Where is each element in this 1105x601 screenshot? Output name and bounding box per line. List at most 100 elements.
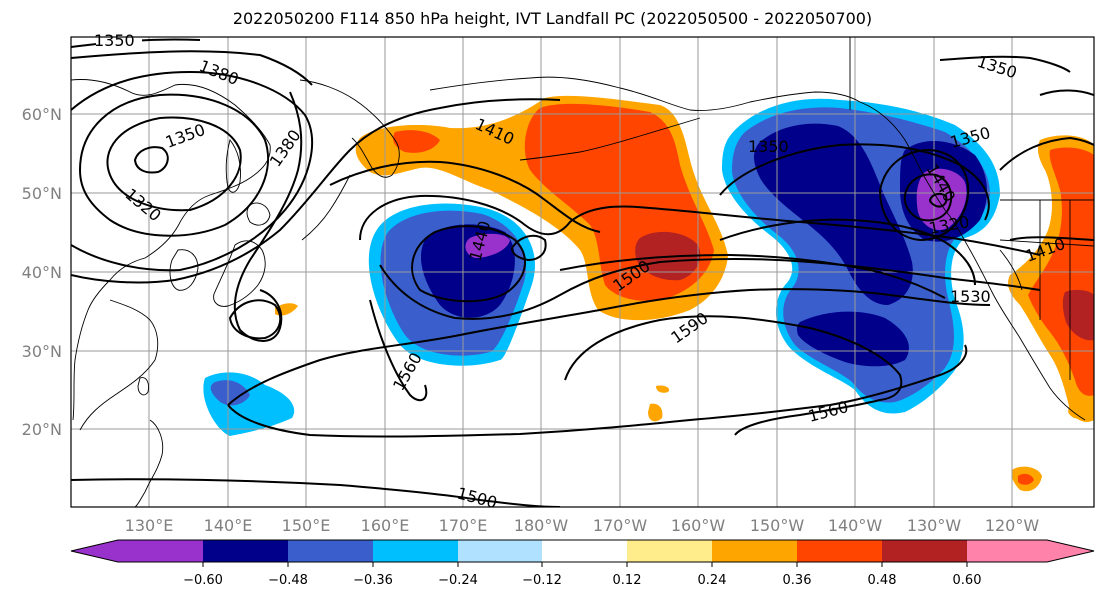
height-contour [559,253,946,299]
colorbar-tick-label: 0.12 [613,573,642,588]
lon-label: 170°E [439,516,488,535]
height-contour [379,258,1041,320]
colorbar-segment [967,540,1047,562]
height-contour [71,70,313,272]
positive-anomaly-coast [1018,473,1034,485]
height-contour [78,93,270,237]
positive-anomaly-coast [1068,398,1090,419]
lon-label: 130°W [907,516,962,535]
korea-coast [169,249,199,291]
lat-label: 50°N [22,184,62,203]
colorbar-segment [1047,540,1094,562]
lat-label: 60°N [22,105,62,124]
china-coast [79,299,159,431]
lon-label: 130°E [125,516,174,535]
kamchatka-coast [299,79,400,178]
colorbar-segment [797,540,882,562]
coastlines [71,37,1094,507]
colorbar-segment [203,540,288,562]
asia-coast [71,79,271,421]
height-contour [228,299,282,340]
colorbar-tick-label: 0.24 [698,573,727,588]
height-contour [369,299,428,402]
height-contour [1009,236,1094,241]
bc-coast [944,209,1086,421]
colorbar-tick-label: 0.48 [868,573,897,588]
positive-anomaly-coast [1062,289,1094,341]
height-contours [71,38,1094,507]
lon-label: 180°W [514,516,569,535]
height-contour [227,288,991,406]
longitude-labels: 130°E 140°E 150°E 160°E 170°E 180°W 170°… [125,516,1040,535]
negative-anomaly-west [465,233,510,258]
lon-label: 120°W [985,516,1040,535]
colorbar-tick-label: 0.60 [953,573,982,588]
state-lines [999,200,1094,380]
japan-coast [213,240,266,307]
lon-label: 160°E [361,516,410,535]
lon-label: 150°W [750,516,805,535]
height-contour [564,315,903,436]
colorbar-tick-label: −0.60 [183,573,223,588]
kuril-islands [301,174,351,241]
colorbar-segment [118,540,203,562]
height-contour [106,116,242,212]
lon-label: 140°E [204,516,253,535]
colorbar-tick-label: −0.12 [522,573,562,588]
map-title: 2022050200 F114 850 hPa height, IVT Land… [232,9,873,28]
negative-anomaly-west [210,380,250,406]
height-contour [878,148,970,242]
height-contour [71,478,561,507]
colorbar-segment [712,540,797,562]
colorbar-segment [627,540,712,562]
height-contour [329,160,601,233]
height-contour [133,146,169,174]
contour-label: 1350 [94,31,135,50]
height-contour [903,173,953,222]
negative-anomaly-east [916,168,967,231]
lon-label: 170°W [593,516,648,535]
lat-label: 40°N [22,263,62,282]
colorbar-segment [542,540,627,562]
graticule [71,37,1094,507]
aleutians [519,117,701,161]
lon-label: 150°E [282,516,331,535]
alaska-coast [429,76,861,111]
latitude-labels: 60°N 50°N 40°N 30°N 20°N [22,105,62,439]
height-contour [999,136,1094,171]
height-contour [1039,89,1094,96]
negative-anomaly-east [754,123,913,305]
positive-anomaly-central [648,403,663,422]
colorbar-tick-label: −0.24 [438,573,478,588]
height-contour [71,50,313,86]
height-contour [71,98,561,284]
height-contour [719,143,990,221]
lon-label: 140°W [828,516,883,535]
positive-anomaly-central [656,385,670,393]
colorbar-segment [882,540,967,562]
height-contour [719,218,976,286]
height-contour [227,344,968,438]
height-contour [510,234,547,262]
height-contour [233,91,303,342]
positive-anomaly-central [393,130,440,153]
contour-label: 1530 [950,287,991,306]
colorbar-tick-label: −0.48 [268,573,308,588]
colorbar-outline [70,539,1095,563]
map-frame [70,36,1095,508]
japan-north [246,202,271,226]
taiwan [137,377,149,396]
negative-anomaly-east [796,311,909,367]
height-contour [411,225,527,303]
colorbar: −0.60 −0.48 −0.36 −0.24 −0.12 0.12 0.24 … [70,539,1095,588]
map-area [71,37,1094,507]
height-contour [928,192,948,208]
colorbar-segment [458,540,542,562]
lon-label: 160°W [671,516,726,535]
sakhalin [225,139,241,193]
colorbar-segment [373,540,458,562]
lat-label: 30°N [22,342,62,361]
contour-label: 1350 [748,137,789,156]
colorbar-tick-label: −0.36 [353,573,393,588]
